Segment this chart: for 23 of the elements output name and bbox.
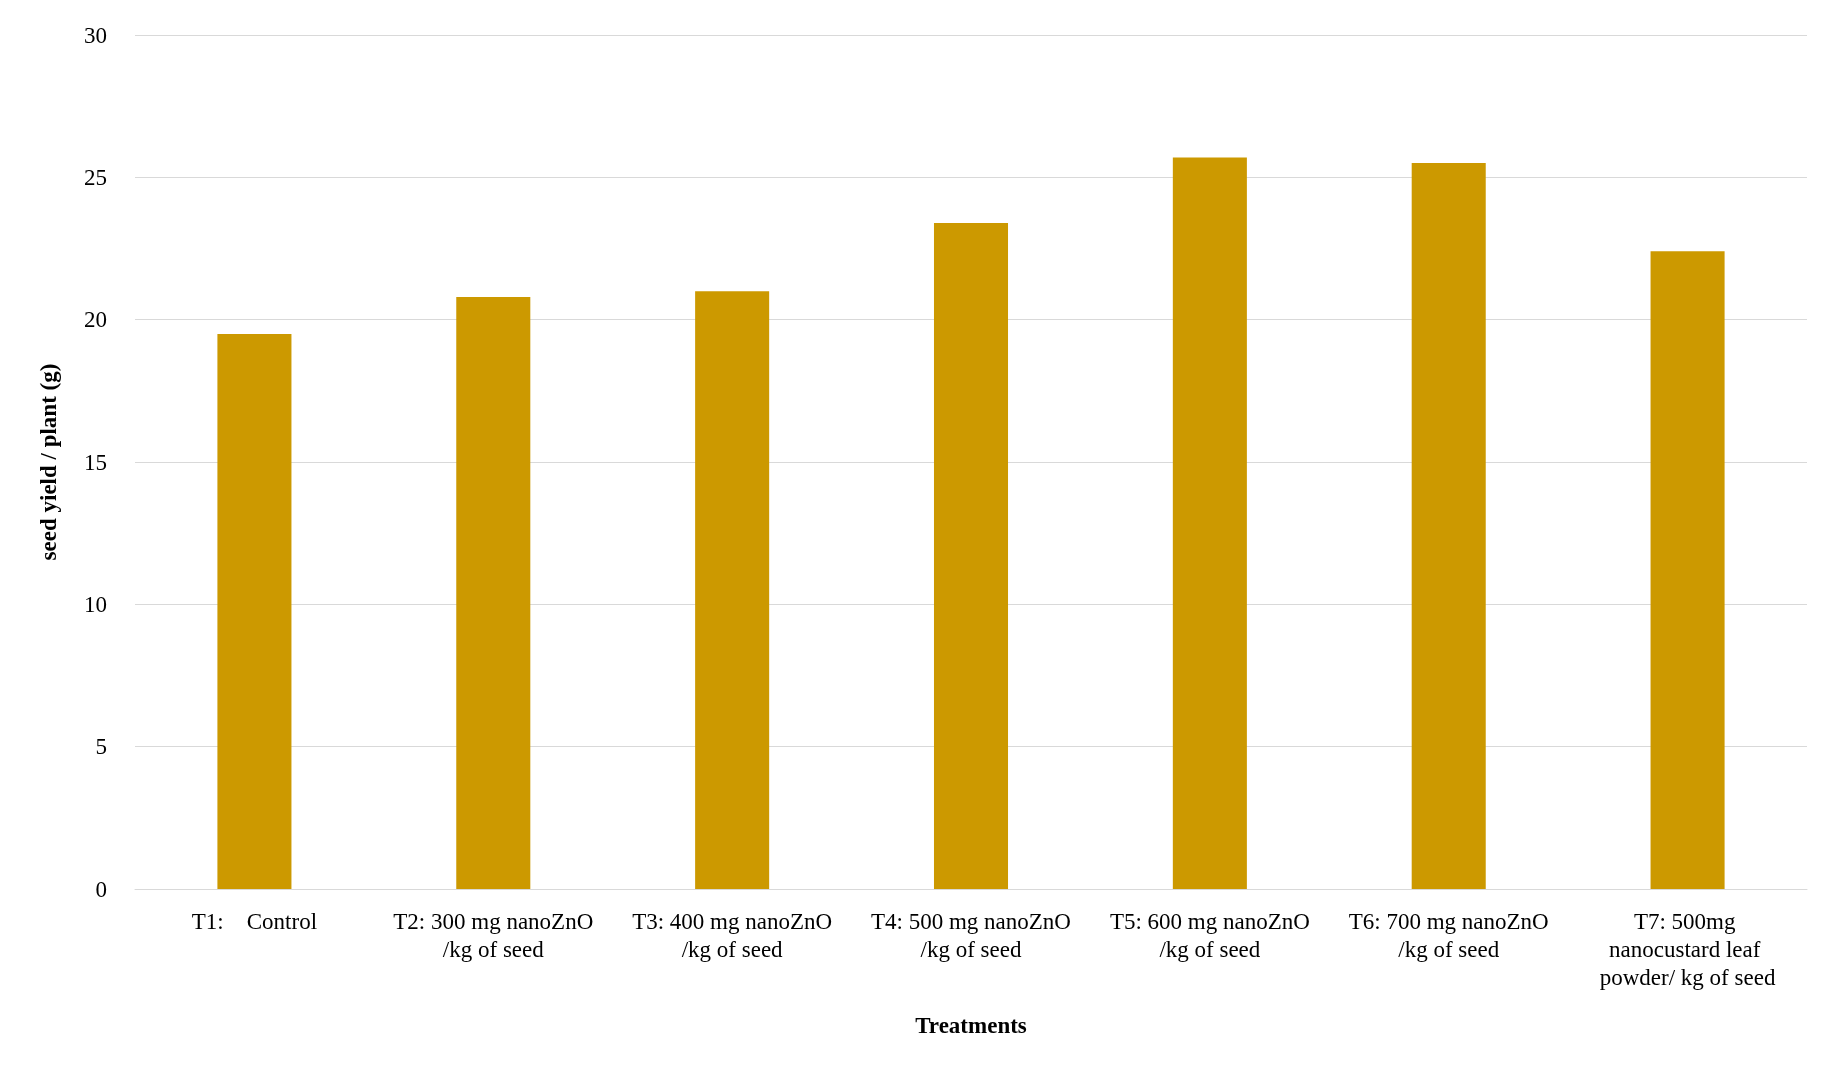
bar bbox=[217, 333, 292, 889]
y-tick-label: 20 bbox=[84, 307, 107, 333]
x-tick-label: T7: 500mg nanocustard leaf powder/ kg of seed bbox=[1599, 908, 1776, 990]
y-tick-label: 0 bbox=[95, 876, 107, 902]
x-tick-label: T5: 600 mg nanoZnO/kg of seed bbox=[1109, 908, 1310, 962]
bar bbox=[1411, 163, 1486, 889]
bar bbox=[695, 291, 770, 889]
bar bbox=[933, 222, 1009, 889]
x-tick-label: T1: Control bbox=[191, 908, 318, 934]
x-tick-label: T6: 700 mg nanoZnO/kg of seed bbox=[1348, 908, 1549, 962]
bar bbox=[1172, 157, 1247, 889]
x-axis-title: Treatments bbox=[915, 1013, 1027, 1038]
y-tick-label: 25 bbox=[84, 164, 107, 190]
x-tick-label: T2: 300 mg nanoZnO/kg of seed bbox=[393, 908, 594, 962]
y-tick-label: 5 bbox=[95, 734, 107, 760]
y-tick-label: 30 bbox=[84, 22, 107, 48]
bar bbox=[456, 296, 531, 889]
y-axis-title: seed yield / plant (g) bbox=[36, 363, 61, 561]
x-tick-label: T4: 500 mg nanoZnO/kg of seed bbox=[871, 908, 1071, 962]
y-tick-label: 15 bbox=[84, 449, 107, 475]
x-tick-label: T3: 400 mg nanoZnO/kg of seed bbox=[632, 908, 833, 962]
bar bbox=[1650, 251, 1725, 889]
y-tick-label: 10 bbox=[84, 591, 107, 617]
